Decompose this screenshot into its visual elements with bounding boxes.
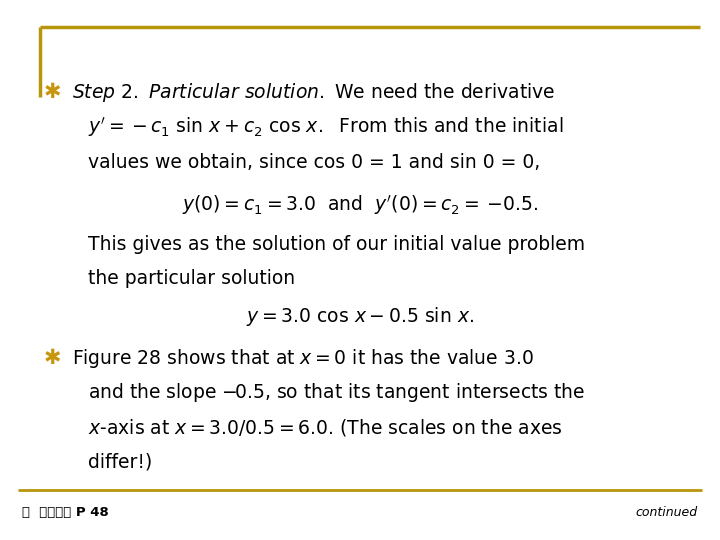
Text: ⓘ  歐亞書局 P 48: ⓘ 歐亞書局 P 48 xyxy=(22,505,109,518)
Text: $y' = -c_1\ \mathrm{sin}\ x + c_2\ \mathrm{cos}\ x\mathrm{.\ \ From\ this\ and\ : $y' = -c_1\ \mathrm{sin}\ x + c_2\ \math… xyxy=(88,115,564,139)
Text: values we obtain, since cos 0 = 1 and sin 0 = 0,: values we obtain, since cos 0 = 1 and si… xyxy=(88,152,540,172)
Text: ✱: ✱ xyxy=(43,348,60,368)
Text: Figure 28 shows that at $x = 0$ it has the value 3.0: Figure 28 shows that at $x = 0$ it has t… xyxy=(72,347,534,369)
Text: and the slope $-\!0.5$, so that its tangent intersects the: and the slope $-\!0.5$, so that its tang… xyxy=(88,381,585,403)
Text: $y(0) = c_1 = 3.0\ \ \mathrm{and}\ \ y'(0) = c_2 = -\!0.5.$: $y(0) = c_1 = 3.0\ \ \mathrm{and}\ \ y'(… xyxy=(181,193,539,217)
Text: differ!): differ!) xyxy=(88,453,152,471)
Text: This gives as the solution of our initial value problem: This gives as the solution of our initia… xyxy=(88,235,585,254)
Text: ✱: ✱ xyxy=(43,82,60,102)
Text: continued: continued xyxy=(636,505,698,518)
Text: $\mathbf{\mathit{Step\ 2.\ Particular\ solution.}}$$\rm{\ We\ need\ the\ derivat: $\mathbf{\mathit{Step\ 2.\ Particular\ s… xyxy=(72,80,555,104)
Text: the particular solution: the particular solution xyxy=(88,269,295,288)
Text: $y = 3.0\ \mathrm{cos}\ x - 0.5\ \mathrm{sin}\ x.$: $y = 3.0\ \mathrm{cos}\ x - 0.5\ \mathrm… xyxy=(246,306,474,328)
Text: $x$-axis at $x = 3.0/0.5 = 6.0$. (The scales on the axes: $x$-axis at $x = 3.0/0.5 = 6.0$. (The sc… xyxy=(88,416,563,437)
